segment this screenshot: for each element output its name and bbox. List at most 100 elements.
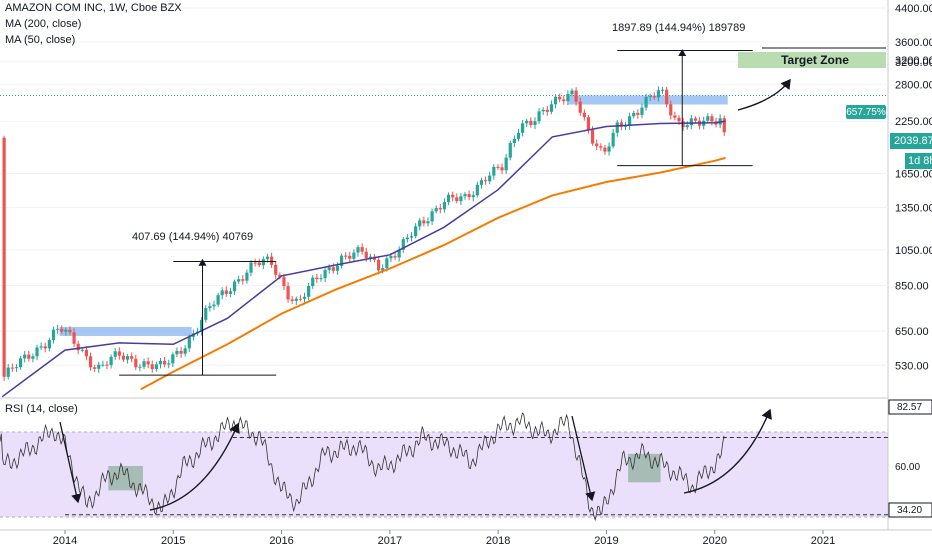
candle-body[interactable] (311, 277, 315, 286)
candle-body[interactable] (553, 96, 558, 105)
candle-body[interactable] (673, 115, 677, 118)
candle-body[interactable] (27, 354, 31, 359)
candle-body[interactable] (636, 112, 640, 115)
candle-body[interactable] (669, 104, 673, 116)
candle-body[interactable] (492, 166, 496, 176)
candle-body[interactable] (710, 116, 714, 122)
candle-body[interactable] (512, 138, 516, 143)
candle-body[interactable] (64, 329, 68, 332)
candle-body[interactable] (80, 349, 84, 351)
rsi-line[interactable] (0, 412, 726, 522)
candle-body[interactable] (615, 122, 619, 133)
candle-body[interactable] (414, 226, 418, 237)
candle-body[interactable] (60, 328, 64, 332)
candle-body[interactable] (471, 195, 475, 198)
candle-body[interactable] (586, 117, 591, 130)
candle-body[interactable] (220, 290, 224, 296)
candle-body[interactable] (364, 251, 368, 259)
candle-body[interactable] (307, 285, 311, 297)
candle-body[interactable] (389, 256, 393, 259)
candle-body[interactable] (689, 118, 693, 126)
candle-body[interactable] (171, 354, 175, 364)
candle-body[interactable] (545, 109, 549, 112)
candle-body[interactable] (603, 147, 607, 152)
candle-body[interactable] (541, 109, 545, 112)
candle-body[interactable] (319, 278, 323, 280)
candle-body[interactable] (47, 340, 51, 349)
candle-body[interactable] (117, 351, 121, 356)
candle-body[interactable] (109, 356, 113, 366)
candle-body[interactable] (31, 356, 35, 359)
candle-body[interactable] (327, 267, 331, 270)
candle-body[interactable] (467, 194, 471, 198)
candle-body[interactable] (393, 256, 397, 258)
candle-body[interactable] (245, 272, 249, 281)
candle-body[interactable] (566, 94, 570, 102)
candle-body[interactable] (677, 117, 681, 122)
candle-body[interactable] (360, 247, 364, 252)
candle-body[interactable] (216, 295, 220, 305)
candle-body[interactable] (619, 122, 623, 127)
candle-body[interactable] (163, 360, 167, 365)
candle-body[interactable] (290, 299, 294, 301)
candle-body[interactable] (23, 354, 27, 359)
candle-body[interactable] (426, 221, 430, 224)
candle-body[interactable] (56, 328, 60, 330)
candle-body[interactable] (430, 211, 434, 222)
candle-body[interactable] (648, 96, 652, 98)
candle-body[interactable] (88, 356, 93, 368)
candle-body[interactable] (595, 143, 599, 147)
candle-body[interactable] (302, 296, 307, 299)
candle-body[interactable] (261, 259, 265, 266)
candle-body[interactable] (578, 101, 582, 113)
candle-body[interactable] (51, 329, 56, 341)
candle-body[interactable] (508, 142, 512, 158)
candle-body[interactable] (204, 307, 208, 320)
candle-body[interactable] (200, 319, 204, 332)
candle-body[interactable] (623, 125, 628, 127)
candle-body[interactable] (656, 90, 661, 98)
candle-body[interactable] (644, 96, 648, 108)
candle-body[interactable] (43, 346, 47, 349)
candle-body[interactable] (101, 364, 105, 366)
candle-body[interactable] (84, 349, 89, 357)
candle-body[interactable] (72, 332, 76, 344)
candle-body[interactable] (76, 343, 80, 351)
candle-body[interactable] (208, 306, 212, 308)
candle-body[interactable] (558, 96, 562, 100)
candle-body[interactable] (315, 277, 319, 280)
candle-body[interactable] (681, 121, 685, 128)
candle-body[interactable] (167, 363, 171, 365)
candle-body[interactable] (570, 90, 574, 95)
candle-body[interactable] (438, 208, 442, 210)
candle-body[interactable] (590, 129, 595, 144)
candle-body[interactable] (496, 166, 500, 168)
candle-body[interactable] (344, 255, 348, 257)
candle-body[interactable] (611, 132, 615, 147)
candle-body[interactable] (265, 256, 270, 260)
candle-body[interactable] (562, 99, 566, 102)
candle-body[interactable] (632, 112, 636, 117)
candle-body[interactable] (488, 175, 492, 182)
candle-body[interactable] (628, 116, 632, 126)
candle-body[interactable] (533, 121, 537, 125)
candle-body[interactable] (68, 329, 72, 333)
candle-body[interactable] (212, 304, 216, 307)
candle-body[interactable] (640, 107, 644, 115)
candle-body[interactable] (479, 180, 484, 185)
candle-body[interactable] (537, 111, 541, 122)
candle-body[interactable] (376, 259, 381, 271)
candle-body[interactable] (459, 196, 463, 202)
candle-body[interactable] (93, 367, 97, 369)
candle-body[interactable] (278, 274, 282, 278)
target-zone-box[interactable] (738, 52, 886, 68)
candle-body[interactable] (401, 239, 405, 250)
candle-body[interactable] (6, 367, 10, 377)
candle-body[interactable] (253, 262, 257, 264)
candle-body[interactable] (146, 361, 150, 365)
candle-body[interactable] (500, 167, 504, 171)
candle-body[interactable] (241, 279, 245, 281)
candle-body[interactable] (130, 356, 134, 359)
candle-body[interactable] (134, 358, 138, 368)
